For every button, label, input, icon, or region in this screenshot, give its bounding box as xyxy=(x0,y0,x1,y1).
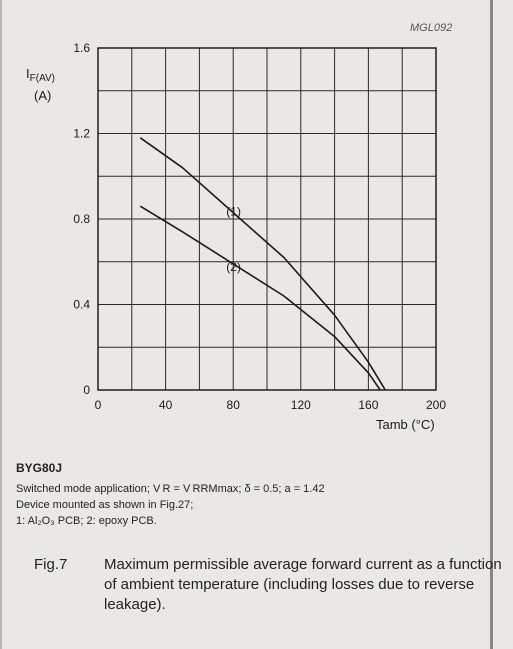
series-label-1: (1) xyxy=(226,205,241,219)
chart-caption: BYG80J Switched mode application; V R = … xyxy=(16,460,496,529)
x-tick-label: 200 xyxy=(426,398,446,412)
y-tick-label: 0.8 xyxy=(73,212,90,226)
y-tick-label: 0 xyxy=(83,383,90,397)
y-tick-label: 1.6 xyxy=(73,41,90,55)
figure-caption: Fig.7 Maximum permissible average forwar… xyxy=(34,555,504,615)
series-line-1 xyxy=(139,137,386,391)
right-edge-rule xyxy=(490,0,493,649)
series-line-2 xyxy=(139,205,381,391)
chart-plot: 0 40 80 120 160 200 0 0.4 0.8 1.2 1.6 (1) (2) xyxy=(73,41,446,412)
figure-number: Fig.7 xyxy=(34,556,68,573)
caption-line-2: Device mounted as shown in Fig.27; xyxy=(16,499,194,511)
y-tick-label: 1.2 xyxy=(73,127,90,141)
caption-line-3: 1: Al₂O₃ PCB; 2: epoxy PCB. xyxy=(16,515,157,527)
x-axis-label: Tamb (°C) xyxy=(376,417,435,432)
x-tick-label: 0 xyxy=(95,398,102,412)
reference-code: MGL092 xyxy=(410,22,453,34)
plot-frame xyxy=(97,47,437,391)
y-axis-symbol: I xyxy=(26,66,30,81)
y-axis-unit: (A) xyxy=(34,88,52,103)
y-axis-subscript: F(AV) xyxy=(29,73,55,84)
left-edge-rule xyxy=(0,0,2,649)
x-tick-label: 120 xyxy=(291,398,311,412)
x-tick-label: 40 xyxy=(159,398,173,412)
x-tick-label: 80 xyxy=(227,398,241,412)
y-tick-label: 0.4 xyxy=(73,298,90,312)
caption-line-1: Switched mode application; V R = V RRMma… xyxy=(16,483,325,495)
figure-description: Maximum permissible average forward curr… xyxy=(104,556,502,613)
y-axis-label: IF(AV) xyxy=(26,66,55,86)
device-name: BYG80J xyxy=(16,461,63,475)
x-tick-label: 160 xyxy=(358,398,378,412)
series-label-2: (2) xyxy=(226,260,241,274)
